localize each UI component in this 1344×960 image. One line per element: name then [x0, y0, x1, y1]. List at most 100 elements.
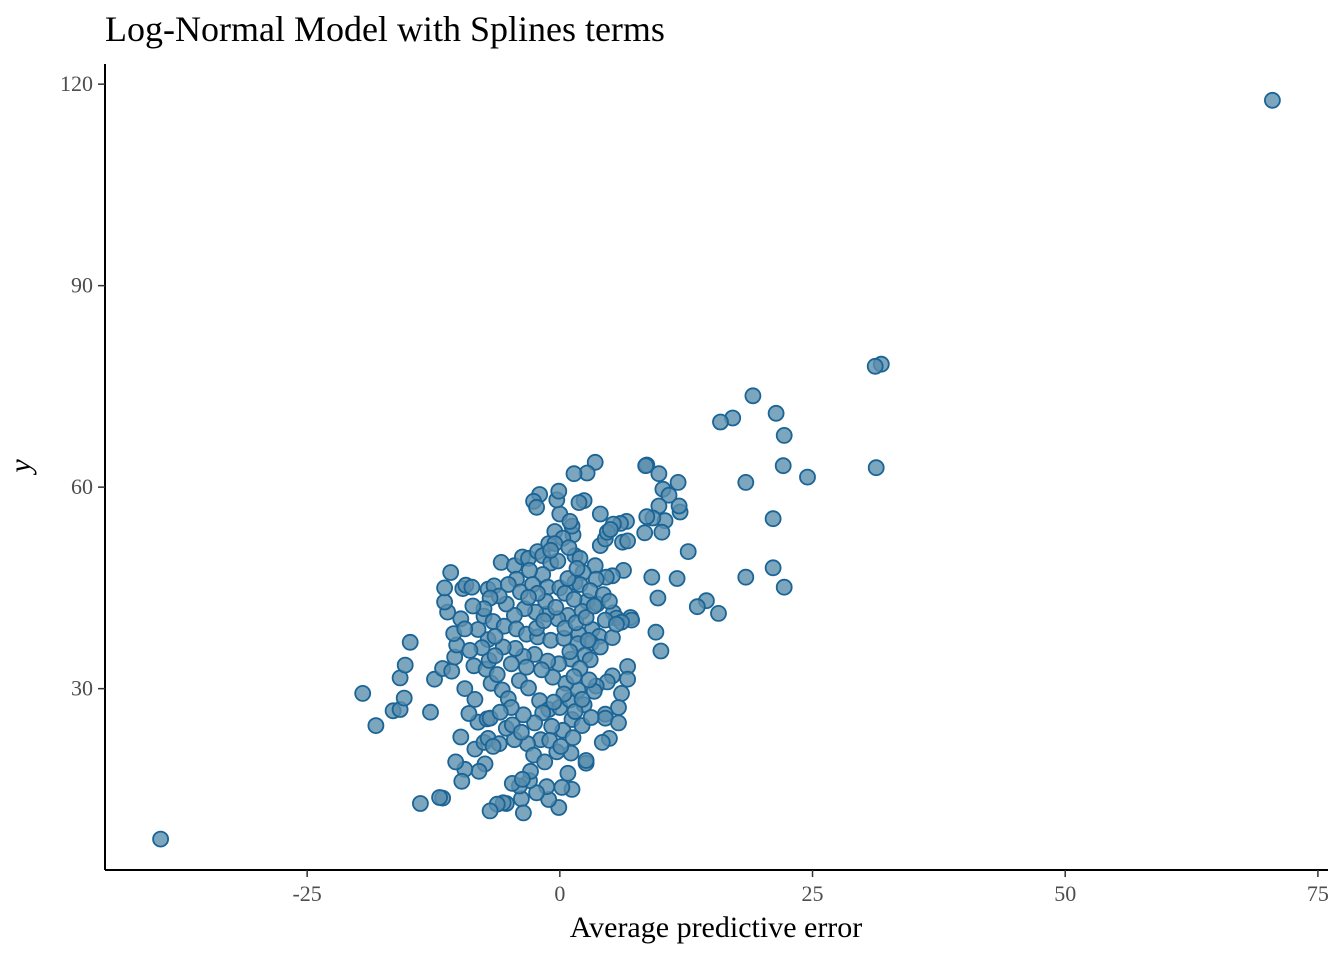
data-point — [436, 579, 454, 597]
data-point — [573, 691, 591, 708]
data-point — [442, 564, 460, 581]
data-point — [456, 620, 474, 638]
data-point — [619, 670, 636, 688]
data-point — [744, 387, 762, 405]
data-point — [502, 655, 520, 673]
data-point — [712, 413, 729, 431]
data-point — [401, 633, 419, 651]
data-point — [463, 578, 481, 596]
data-point — [637, 457, 655, 475]
data-point — [460, 705, 478, 722]
data-point — [559, 764, 577, 782]
data-point — [526, 714, 543, 732]
data-point — [591, 505, 609, 523]
data-point — [520, 588, 537, 606]
y-tick-label: 30 — [71, 676, 93, 701]
data-point — [653, 523, 671, 541]
data-point — [1264, 91, 1281, 109]
data-point — [560, 539, 578, 556]
data-point — [668, 570, 686, 587]
data-point — [488, 666, 506, 683]
data-point — [577, 609, 595, 626]
data-point — [545, 693, 563, 711]
data-point — [452, 728, 470, 746]
data-point — [577, 752, 595, 769]
data-point — [593, 734, 611, 751]
data-point — [422, 703, 439, 721]
points-layer — [152, 91, 1281, 848]
data-point — [515, 706, 532, 724]
x-tick-label: 25 — [802, 881, 824, 906]
data-point — [515, 804, 532, 822]
data-point — [561, 643, 579, 661]
data-point — [354, 685, 372, 702]
data-point — [660, 486, 678, 504]
chart-title: Log-Normal Model with Splines terms — [105, 9, 665, 49]
data-point — [610, 714, 627, 732]
data-point — [552, 738, 570, 755]
data-point — [643, 568, 661, 586]
data-point — [521, 562, 538, 579]
data-point — [774, 457, 792, 475]
x-axis-ticks: -25 0 25 50 75 — [292, 870, 1329, 906]
data-point — [518, 658, 535, 676]
data-point — [866, 357, 884, 375]
data-point — [737, 473, 755, 491]
data-point — [553, 779, 571, 796]
data-point — [775, 578, 793, 596]
data-point — [669, 473, 687, 491]
data-point — [456, 680, 474, 697]
data-point — [431, 789, 449, 806]
data-point — [533, 661, 550, 679]
data-point — [775, 426, 793, 444]
data-point — [470, 762, 488, 780]
data-point — [565, 668, 583, 685]
data-point — [491, 703, 509, 721]
data-point — [619, 532, 636, 550]
data-point — [152, 830, 170, 848]
y-tick-label: 60 — [71, 474, 93, 499]
data-point — [737, 568, 755, 586]
data-point — [764, 559, 782, 577]
data-point — [564, 729, 582, 747]
data-point — [565, 465, 583, 483]
data-point — [484, 738, 502, 755]
data-point — [636, 524, 654, 542]
data-point — [443, 662, 461, 680]
x-tick-label: 50 — [1054, 881, 1076, 906]
data-point — [520, 679, 537, 697]
data-point — [647, 623, 665, 641]
data-point — [710, 605, 727, 622]
data-point — [585, 597, 603, 615]
data-point — [396, 656, 414, 674]
data-point — [602, 521, 619, 538]
data-point — [550, 482, 568, 500]
data-point — [652, 642, 670, 660]
data-point — [486, 647, 504, 665]
data-point — [561, 513, 579, 530]
data-point — [767, 404, 785, 422]
y-tick-label: 90 — [71, 273, 93, 298]
data-point — [499, 576, 517, 593]
data-point — [670, 497, 688, 515]
y-tick-label: 120 — [60, 71, 93, 96]
y-axis-ticks: 30 60 90 120 — [60, 71, 105, 701]
data-point — [535, 612, 553, 630]
data-point — [688, 598, 706, 616]
data-point — [481, 802, 499, 820]
y-axis-title: y — [4, 459, 37, 476]
data-point — [608, 615, 625, 633]
data-point — [486, 627, 504, 645]
data-point — [650, 465, 668, 483]
data-point — [579, 631, 597, 649]
data-point — [764, 510, 782, 528]
data-point — [565, 590, 583, 608]
data-point — [649, 589, 667, 607]
data-point — [638, 508, 656, 526]
data-point — [542, 541, 560, 559]
x-axis-title: Average predictive error — [570, 911, 863, 944]
x-tick-label: 75 — [1307, 881, 1329, 906]
data-point — [543, 717, 561, 735]
data-point — [528, 784, 545, 802]
